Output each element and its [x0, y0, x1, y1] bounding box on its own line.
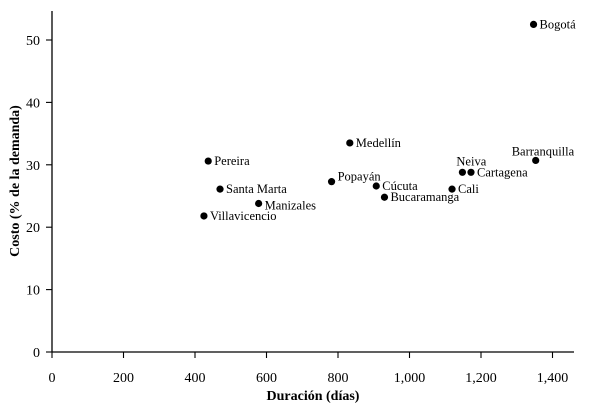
x-ticks: 0 200 400 600 800 1,000 1,200 1,400 — [49, 352, 569, 386]
y-tick-label: 20 — [26, 221, 40, 236]
data-point — [458, 168, 467, 176]
y-ticks: 0 10 20 30 40 50 — [26, 34, 52, 361]
y-tick-label: 0 — [33, 346, 40, 361]
data-point-label: Santa Marta — [226, 182, 287, 196]
data-point — [467, 168, 475, 176]
data-point — [255, 199, 263, 208]
y-tick-label: 30 — [26, 159, 40, 174]
data-point — [380, 193, 389, 201]
data-point — [529, 20, 538, 28]
data-point-label: Cartagena — [477, 165, 528, 179]
y-tick-label: 40 — [26, 96, 40, 111]
x-axis-title: Duración (días) — [267, 389, 360, 404]
x-tick-label: 200 — [113, 371, 134, 386]
data-point-label: Bogotá — [540, 17, 577, 31]
y-tick-label: 50 — [26, 34, 40, 49]
data-point — [216, 185, 224, 193]
x-tick-label: 800 — [328, 371, 349, 386]
y-tick-label: 10 — [26, 284, 40, 299]
data-point-label: Neiva — [456, 154, 486, 168]
data-point — [204, 157, 212, 165]
data-point-label: Cúcuta — [382, 179, 418, 193]
data-point-label: Manizales — [265, 198, 317, 212]
data-point — [327, 178, 336, 186]
x-tick-label: 400 — [185, 371, 206, 386]
data-point-label: Bucaramanga — [390, 190, 459, 204]
data-point-label: Popayán — [338, 170, 382, 184]
x-tick-label: 600 — [256, 371, 277, 386]
x-tick-label: 1,200 — [465, 371, 497, 386]
x-tick-label: 0 — [49, 371, 56, 386]
data-point — [372, 182, 380, 190]
axes — [51, 11, 574, 353]
y-axis-title: Costo (% de la demanda) — [8, 105, 23, 257]
data-point-label: Villavicencio — [210, 209, 277, 223]
data-point-label: Barranquilla — [512, 144, 575, 158]
data-point — [200, 212, 208, 220]
x-tick-label: 1,400 — [537, 371, 569, 386]
data-point — [346, 139, 354, 147]
data-point-label: Pereira — [214, 154, 250, 168]
x-tick-label: 1,000 — [394, 371, 426, 386]
data-point-label: Medellín — [356, 136, 402, 150]
data-point — [532, 156, 540, 165]
data-point — [448, 185, 456, 193]
data-point-label: Cali — [458, 182, 479, 196]
